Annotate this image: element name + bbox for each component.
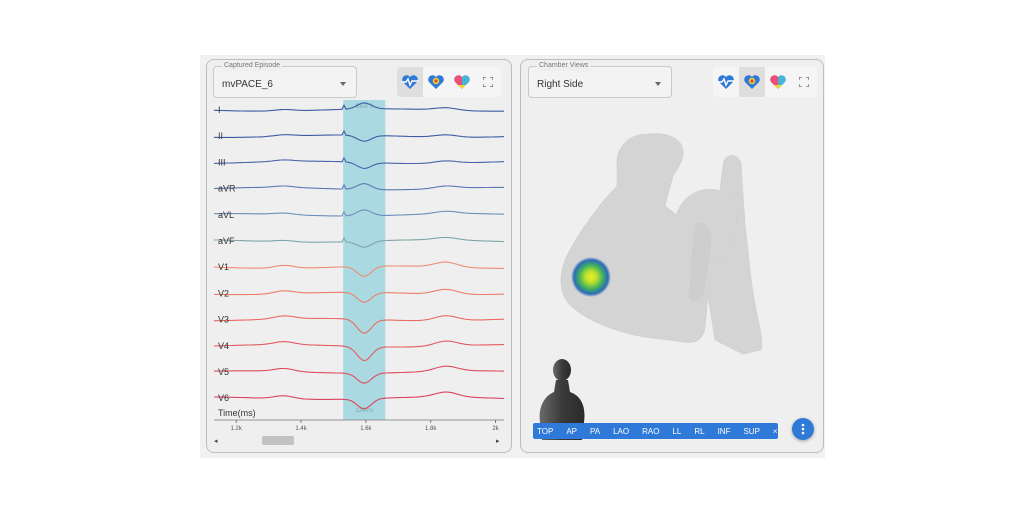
more-vert-icon <box>801 423 805 435</box>
view-orientation-bar: TOP AP PA LAO RAO LL RL INF SUP × <box>533 423 778 439</box>
more-options-button[interactable] <box>792 418 814 440</box>
heart-map-icon <box>744 75 760 89</box>
scroll-right-arrow[interactable]: ▸ <box>496 438 500 445</box>
selection-top-label: Beat 3 <box>356 104 374 110</box>
heart-ecg-button[interactable] <box>397 67 423 97</box>
left-toolbar <box>397 67 501 97</box>
view-lao-button[interactable]: LAO <box>613 426 630 436</box>
x-tick-label: 1.6k <box>360 426 372 432</box>
lead-label-ii: II <box>218 131 223 141</box>
heart-color-icon <box>454 75 470 89</box>
lead-label-v2: V2 <box>218 288 229 298</box>
activation-hotspot[interactable] <box>571 257 611 297</box>
heart-color-icon <box>770 75 786 89</box>
x-tick-label: 1.2k <box>231 426 243 432</box>
close-viewbar-button[interactable]: × <box>772 426 778 436</box>
view-rl-button[interactable]: RL <box>694 426 705 436</box>
lead-label-v5: V5 <box>218 367 229 377</box>
view-pa-button[interactable]: PA <box>589 426 601 436</box>
ecg-trace-v3 <box>214 315 505 334</box>
ecg-trace-v1 <box>213 261 504 277</box>
chevron-down-icon <box>655 82 661 86</box>
right-ventricle-shape <box>560 133 709 343</box>
episode-select-value: mvPACE_6 <box>222 79 273 90</box>
view-ap-button[interactable]: AP <box>566 426 577 436</box>
ecg-traces <box>213 102 505 410</box>
fullscreen-icon <box>799 77 809 87</box>
lead-label-iii: III <box>218 157 226 167</box>
view-ll-button[interactable]: LL <box>672 426 682 436</box>
ecg-trace-i <box>214 102 504 112</box>
lead-label-v1: V1 <box>218 262 229 272</box>
scroll-left-arrow[interactable]: ◂ <box>214 438 218 445</box>
heart-3d-model[interactable] <box>555 128 780 358</box>
chevron-down-icon <box>340 82 346 86</box>
vessel-shadow <box>689 222 712 302</box>
x-tick-label: 1.4k <box>295 426 307 432</box>
heart-color-button[interactable] <box>765 67 791 97</box>
lead-label-v3: V3 <box>218 315 229 325</box>
fullscreen-icon <box>483 77 493 87</box>
heart-ecg-button[interactable] <box>713 67 739 97</box>
chamber-select-label: Chamber Views <box>537 61 591 71</box>
ecg-chart[interactable]: Beat 3 134ms IIIIIIaVRaVLaVFV1V2V3V4V5V6… <box>206 100 508 438</box>
view-rao-button[interactable]: RAO <box>642 426 660 436</box>
lead-label-avf: aVF <box>218 236 235 246</box>
time-axis-ticks: 1.2k 1.4k 1.6k 1.8k 2k <box>231 420 500 432</box>
ecg-trace-v4 <box>214 340 504 362</box>
heart-map-button[interactable] <box>739 67 765 97</box>
selection-bottom-label: 134ms <box>355 408 373 414</box>
lead-label-v4: V4 <box>218 341 229 351</box>
ecg-trace-v5 <box>214 365 504 384</box>
view-top-button[interactable]: TOP <box>537 426 554 436</box>
time-axis-label: Time(ms) <box>218 408 256 418</box>
ecg-trace-v6 <box>214 391 504 410</box>
ecg-trace-iii <box>213 156 504 169</box>
fullscreen-button[interactable] <box>791 67 817 97</box>
heart-ecg-icon <box>718 75 734 89</box>
ecg-trace-avf <box>213 236 505 248</box>
beat-selection-band[interactable] <box>343 100 386 420</box>
heart-ecg-icon <box>402 75 418 89</box>
lead-label-avl: aVL <box>218 210 234 220</box>
episode-select-label: Captured Episode <box>222 61 283 71</box>
lead-label-i: I <box>218 105 221 115</box>
view-inf-button[interactable]: INF <box>717 426 731 436</box>
fullscreen-button[interactable] <box>475 67 501 97</box>
horizontal-scrollbar-thumb[interactable] <box>262 436 294 445</box>
lead-label-avr: aVR <box>218 184 236 194</box>
heart-map-icon <box>428 75 444 89</box>
view-sup-button[interactable]: SUP <box>743 426 760 436</box>
ecg-trace-v2 <box>214 288 505 303</box>
right-toolbar <box>713 67 817 97</box>
chamber-view-select[interactable]: Chamber Views Right Side <box>528 61 672 98</box>
ecg-trace-avr <box>213 183 504 191</box>
ecg-trace-ii <box>214 129 505 142</box>
x-tick-label: 2k <box>492 426 499 432</box>
heart-map-button[interactable] <box>423 67 449 97</box>
chamber-select-value: Right Side <box>537 79 584 90</box>
lead-label-v6: V6 <box>218 393 229 403</box>
heart-color-button[interactable] <box>449 67 475 97</box>
episode-select[interactable]: Captured Episode mvPACE_6 <box>213 61 357 98</box>
ecg-trace-avl <box>214 209 504 217</box>
x-tick-label: 1.8k <box>425 426 437 432</box>
